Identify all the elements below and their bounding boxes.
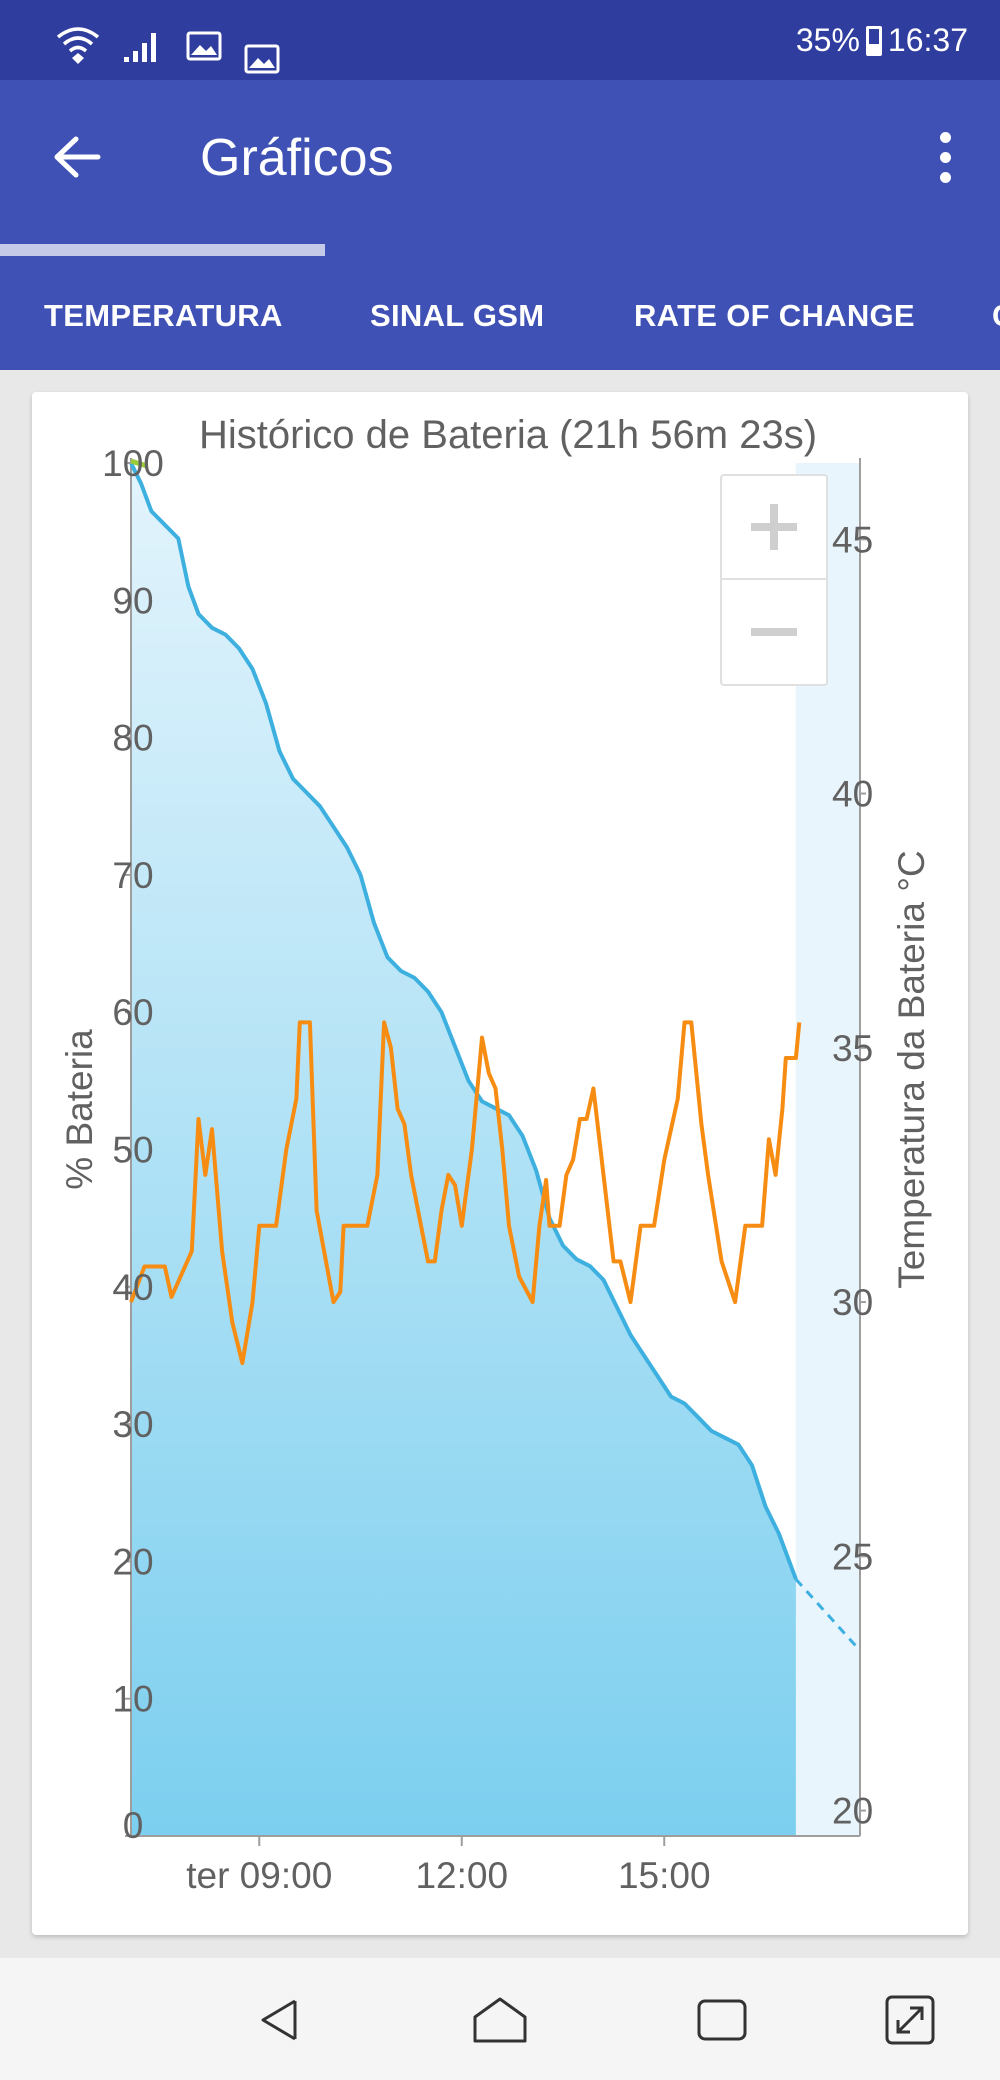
y2-tick-label: 25: [832, 1536, 873, 1577]
battery-history-chart[interactable]: 0 10 20 30 40 50 60 70 80 90 100 20 25 30 35 40 45 ter 09…: [32, 392, 968, 1935]
chart-title: Histórico de Bateria (21h 56m 23s): [199, 413, 817, 457]
image-icon: [244, 44, 280, 79]
y-tick-label: 20: [112, 1541, 153, 1582]
nav-back-icon: [261, 1999, 297, 2041]
tab-sinal-gsm[interactable]: SINAL GSM: [370, 298, 545, 333]
tab-temperatura[interactable]: TEMPERATURA: [44, 298, 283, 333]
expand-icon: [885, 1995, 935, 2045]
series-layer: [129, 458, 862, 1652]
y-tick-label: 90: [112, 580, 153, 621]
nav-recents-icon: [697, 1999, 747, 2041]
navigation-bar: [0, 1958, 1000, 2080]
tick-labels: 0 10 20 30 40 50 60 70 80 90 100 20 25 30 35 40 45 ter 09…: [102, 443, 873, 1896]
x-tick-label: 12:00: [415, 1855, 508, 1896]
wifi-icon: [56, 25, 100, 72]
zoom-controls: [720, 474, 828, 686]
arrow-back-icon: [54, 136, 101, 178]
tab-rate-of-change[interactable]: RATE OF CHANGE: [634, 298, 915, 333]
battery-percent: 35%: [795, 22, 860, 58]
zoom-in-button[interactable]: [722, 476, 826, 580]
tab-next[interactable]: C: [992, 272, 1000, 360]
chart-card: 0 10 20 30 40 50 60 70 80 90 100 20 25 30 35 40 45 ter 09…: [32, 392, 968, 1935]
y-tick-label: 30: [112, 1404, 153, 1445]
tab-bar: TEMPERATURA SINAL GSM RATE OF CHANGE C: [0, 272, 1000, 370]
battery-icon: [865, 25, 882, 56]
battery-area: [131, 463, 796, 1836]
plus-icon: [751, 504, 797, 550]
image-icon: [186, 31, 222, 66]
temperature-line: [129, 1020, 802, 1366]
y-tick-label: 40: [112, 1267, 153, 1308]
y2-tick-label: 40: [832, 774, 873, 815]
signal-icon: [122, 29, 164, 68]
y-tick-label: 70: [112, 855, 153, 896]
nav-home-icon: [473, 1997, 527, 2043]
charging-marker: [130, 458, 148, 469]
nav-back-button[interactable]: [244, 1984, 316, 2056]
y-tick-label: 50: [112, 1130, 153, 1171]
projection-area: [795, 463, 860, 1836]
zoom-out-button[interactable]: [722, 580, 826, 684]
page-title: Gráficos: [200, 129, 394, 187]
y2-tick-label: 30: [832, 1282, 873, 1323]
y-tick-label: 0: [123, 1805, 144, 1846]
minus-icon: [751, 609, 797, 655]
y2-tick-label: 35: [832, 1028, 873, 1069]
x-tick-label: ter 09:00: [186, 1855, 332, 1896]
y-axis-label: % Bateria: [59, 1029, 100, 1190]
app-bar: Gráficos TEMPERATURA SINAL GSM RATE OF C…: [0, 80, 1000, 370]
y-tick-label: 80: [112, 718, 153, 759]
y2-tick-label: 45: [832, 519, 873, 560]
tab-indicator: [0, 244, 325, 256]
more-options-button[interactable]: [910, 122, 980, 192]
clock: 16:37: [887, 22, 968, 58]
status-icons: [56, 18, 280, 79]
y2-axis-label: Temperatura da Bateria °C: [891, 850, 932, 1288]
y2-tick-label: 20: [832, 1791, 873, 1832]
nav-expand-button[interactable]: [874, 1984, 946, 2056]
y-tick-label: 100: [102, 443, 164, 484]
x-tick-label: 15:00: [618, 1855, 711, 1896]
back-button[interactable]: [42, 122, 112, 192]
y-tick-label: 10: [112, 1679, 153, 1720]
status-right: 35% 16:37: [796, 22, 968, 59]
status-bar: 35% 16:37: [0, 0, 1000, 80]
y-tick-label: 60: [112, 992, 153, 1033]
battery-area-fill: [131, 463, 796, 1836]
nav-home-button[interactable]: [464, 1984, 536, 2056]
projection-region: [795, 463, 860, 1836]
nav-recents-button[interactable]: [686, 1984, 758, 2056]
more-vert-icon: [939, 131, 951, 143]
battery-line: [129, 462, 798, 1580]
